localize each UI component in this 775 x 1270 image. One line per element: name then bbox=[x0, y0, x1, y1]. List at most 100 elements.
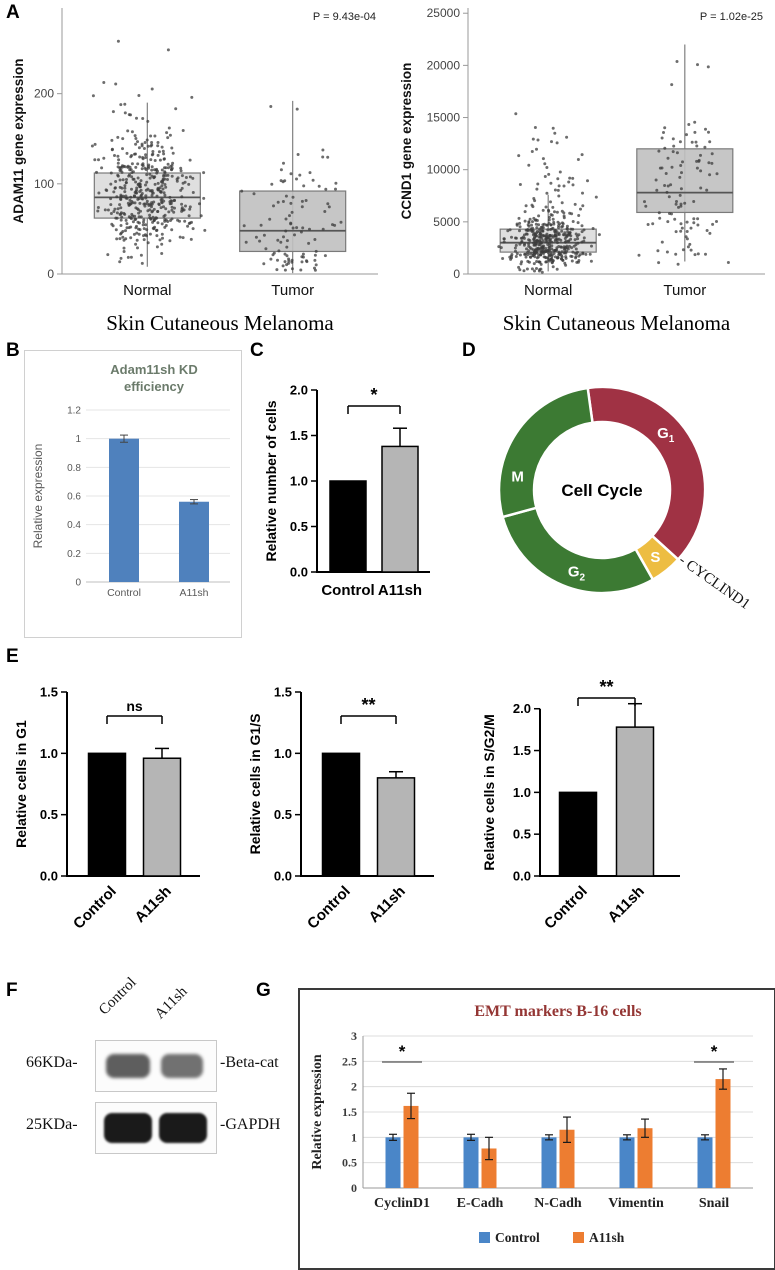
svg-text:100: 100 bbox=[34, 177, 54, 191]
svg-text:0.0: 0.0 bbox=[274, 869, 292, 884]
beta-cat-blot bbox=[95, 1040, 217, 1092]
protein-label-gapdh: -GAPDH bbox=[220, 1116, 281, 1133]
svg-text:0: 0 bbox=[351, 1181, 357, 1195]
svg-text:CyclinD1: CyclinD1 bbox=[374, 1196, 430, 1211]
svg-text:1.0: 1.0 bbox=[40, 746, 58, 761]
svg-text:0.0: 0.0 bbox=[290, 565, 308, 580]
cell-number-chart: 0.0 0.5 1.0 1.5 2.0 Relative number of cells C… bbox=[263, 383, 430, 599]
svg-text:P = 9.43e-04: P = 9.43e-04 bbox=[313, 11, 376, 23]
gapdh-blot bbox=[95, 1102, 217, 1154]
sg2m-cells-chart: 0.0 0.5 1.0 1.5 2.0 Relative cells in S/G2/M C… bbox=[481, 677, 680, 933]
protein-label-beta-cat: -Beta-cat bbox=[220, 1054, 279, 1071]
svg-text:Relative cells in G1/S: Relative cells in G1/S bbox=[247, 714, 263, 855]
svg-text:Relative expression: Relative expression bbox=[310, 1054, 325, 1169]
svg-text:1.5: 1.5 bbox=[513, 743, 531, 758]
svg-text:1.0: 1.0 bbox=[513, 785, 531, 800]
svg-text:Normal: Normal bbox=[123, 282, 171, 299]
svg-text:ns: ns bbox=[126, 698, 143, 714]
svg-text:ADAM11 gene expression: ADAM11 gene expression bbox=[11, 58, 26, 223]
svg-text:P = 1.02e-25: P = 1.02e-25 bbox=[700, 11, 763, 23]
svg-text:*: * bbox=[711, 1042, 718, 1061]
svg-text:1.5: 1.5 bbox=[40, 685, 58, 700]
svg-text:- CYCLIND1: - CYCLIND1 bbox=[676, 552, 753, 613]
svg-text:0.4: 0.4 bbox=[67, 520, 81, 531]
panel-label-e: E bbox=[6, 646, 19, 667]
blot-band bbox=[106, 1054, 150, 1078]
svg-text:Relative number of cells: Relative number of cells bbox=[263, 400, 279, 561]
svg-text:Relative cells in G1: Relative cells in G1 bbox=[13, 720, 29, 848]
svg-text:Vimentin: Vimentin bbox=[608, 1196, 664, 1211]
svg-text:1.2: 1.2 bbox=[67, 406, 81, 417]
svg-text:Control: Control bbox=[321, 582, 374, 599]
svg-text:1.5: 1.5 bbox=[342, 1105, 357, 1119]
blot-lane-label-control: Control bbox=[95, 974, 140, 1019]
kd-efficiency-chart: Adam11sh KD efficiency 0 0.2 0.4 0.6 0.8 1 1.2 Re… bbox=[24, 350, 242, 638]
svg-text:2.0: 2.0 bbox=[513, 701, 531, 716]
svg-text:0.5: 0.5 bbox=[274, 807, 292, 822]
svg-text:Snail: Snail bbox=[699, 1196, 729, 1211]
svg-text:Skin Cutaneous Melanoma: Skin Cutaneous Melanoma bbox=[106, 311, 334, 335]
svg-text:2: 2 bbox=[351, 1080, 357, 1094]
svg-text:0.0: 0.0 bbox=[40, 869, 58, 884]
svg-text:Control: Control bbox=[70, 883, 120, 933]
svg-text:10000: 10000 bbox=[427, 163, 461, 177]
svg-text:Control: Control bbox=[541, 883, 591, 933]
svg-text:N-Cadh: N-Cadh bbox=[534, 1196, 582, 1211]
svg-text:0: 0 bbox=[47, 267, 54, 281]
svg-text:20000: 20000 bbox=[427, 58, 461, 72]
svg-text:Control: Control bbox=[495, 1230, 540, 1245]
svg-text:CCND1 gene expression: CCND1 gene expression bbox=[399, 63, 414, 220]
svg-text:1.0: 1.0 bbox=[290, 474, 308, 489]
svg-text:Tumor: Tumor bbox=[271, 282, 314, 299]
kda-label-25: 25KDa- bbox=[26, 1116, 78, 1133]
svg-text:0.5: 0.5 bbox=[40, 807, 58, 822]
svg-text:25000: 25000 bbox=[427, 6, 461, 20]
svg-text:3: 3 bbox=[351, 1029, 357, 1043]
svg-text:A11sh: A11sh bbox=[378, 582, 422, 599]
emt-markers-chart: EMT markers B-16 cells 0 0.5 1 1.5 2 2.5 3 Relat… bbox=[310, 1003, 753, 1245]
svg-text:A11sh: A11sh bbox=[180, 587, 209, 599]
g1s-cells-chart: 0.0 0.5 1.0 1.5 Relative cells in G1/S Contro… bbox=[247, 685, 434, 933]
svg-text:200: 200 bbox=[34, 87, 54, 101]
panel-label-c: C bbox=[250, 340, 264, 361]
svg-text:0.6: 0.6 bbox=[67, 492, 81, 503]
svg-text:0.2: 0.2 bbox=[67, 549, 81, 560]
kda-label-66: 66KDa- bbox=[26, 1054, 78, 1071]
svg-text:*: * bbox=[370, 385, 377, 405]
blot-band bbox=[159, 1113, 207, 1143]
panel-label-d: D bbox=[462, 340, 476, 361]
svg-text:Skin Cutaneous Melanoma: Skin Cutaneous Melanoma bbox=[503, 311, 731, 335]
svg-text:Relative expression: Relative expression bbox=[31, 444, 45, 549]
svg-text:0.5: 0.5 bbox=[513, 827, 531, 842]
svg-text:A11sh: A11sh bbox=[366, 883, 409, 926]
svg-text:M: M bbox=[511, 468, 524, 485]
svg-text:Relative cells in S/G2/M: Relative cells in S/G2/M bbox=[481, 714, 497, 870]
blot-band bbox=[104, 1113, 152, 1143]
svg-text:A11sh: A11sh bbox=[589, 1230, 625, 1245]
svg-text:Normal: Normal bbox=[524, 282, 572, 299]
adam11-boxplot: 0 100 200 ADAM11 gene expression P = 9.43e-0… bbox=[11, 8, 378, 335]
svg-text:S: S bbox=[650, 549, 660, 566]
svg-text:1.0: 1.0 bbox=[274, 746, 292, 761]
svg-text:2.5: 2.5 bbox=[342, 1054, 357, 1068]
svg-text:0: 0 bbox=[453, 267, 460, 281]
panel-label-g: G bbox=[256, 980, 271, 1001]
svg-text:1: 1 bbox=[351, 1130, 357, 1144]
svg-text:*: * bbox=[399, 1042, 406, 1061]
panel-label-a: A bbox=[6, 2, 20, 23]
svg-text:0: 0 bbox=[75, 578, 81, 589]
emt-chart-frame: EMT markers B-16 cells 0 0.5 1 1.5 2 2.5 3 Relat… bbox=[298, 988, 775, 1270]
ccnd1-boxplot: 0 5000 10000 15000 20000 25000 CCND1 gene expr… bbox=[399, 6, 765, 335]
svg-text:**: ** bbox=[599, 677, 613, 697]
blot-band bbox=[161, 1054, 203, 1078]
blot-lane-label-a11sh: A11sh bbox=[151, 983, 191, 1023]
svg-text:Adam11sh KD: Adam11sh KD bbox=[110, 362, 197, 377]
svg-text:1.5: 1.5 bbox=[290, 428, 308, 443]
panel-label-b: B bbox=[6, 340, 20, 361]
svg-text:EMT markers B-16 cells: EMT markers B-16 cells bbox=[474, 1003, 641, 1020]
svg-text:Cell Cycle: Cell Cycle bbox=[561, 481, 642, 500]
svg-text:5000: 5000 bbox=[433, 215, 460, 229]
g1-cells-chart: 0.0 0.5 1.0 1.5 Relative cells in G1 Control A… bbox=[13, 685, 200, 933]
svg-text:efficiency: efficiency bbox=[124, 379, 185, 394]
